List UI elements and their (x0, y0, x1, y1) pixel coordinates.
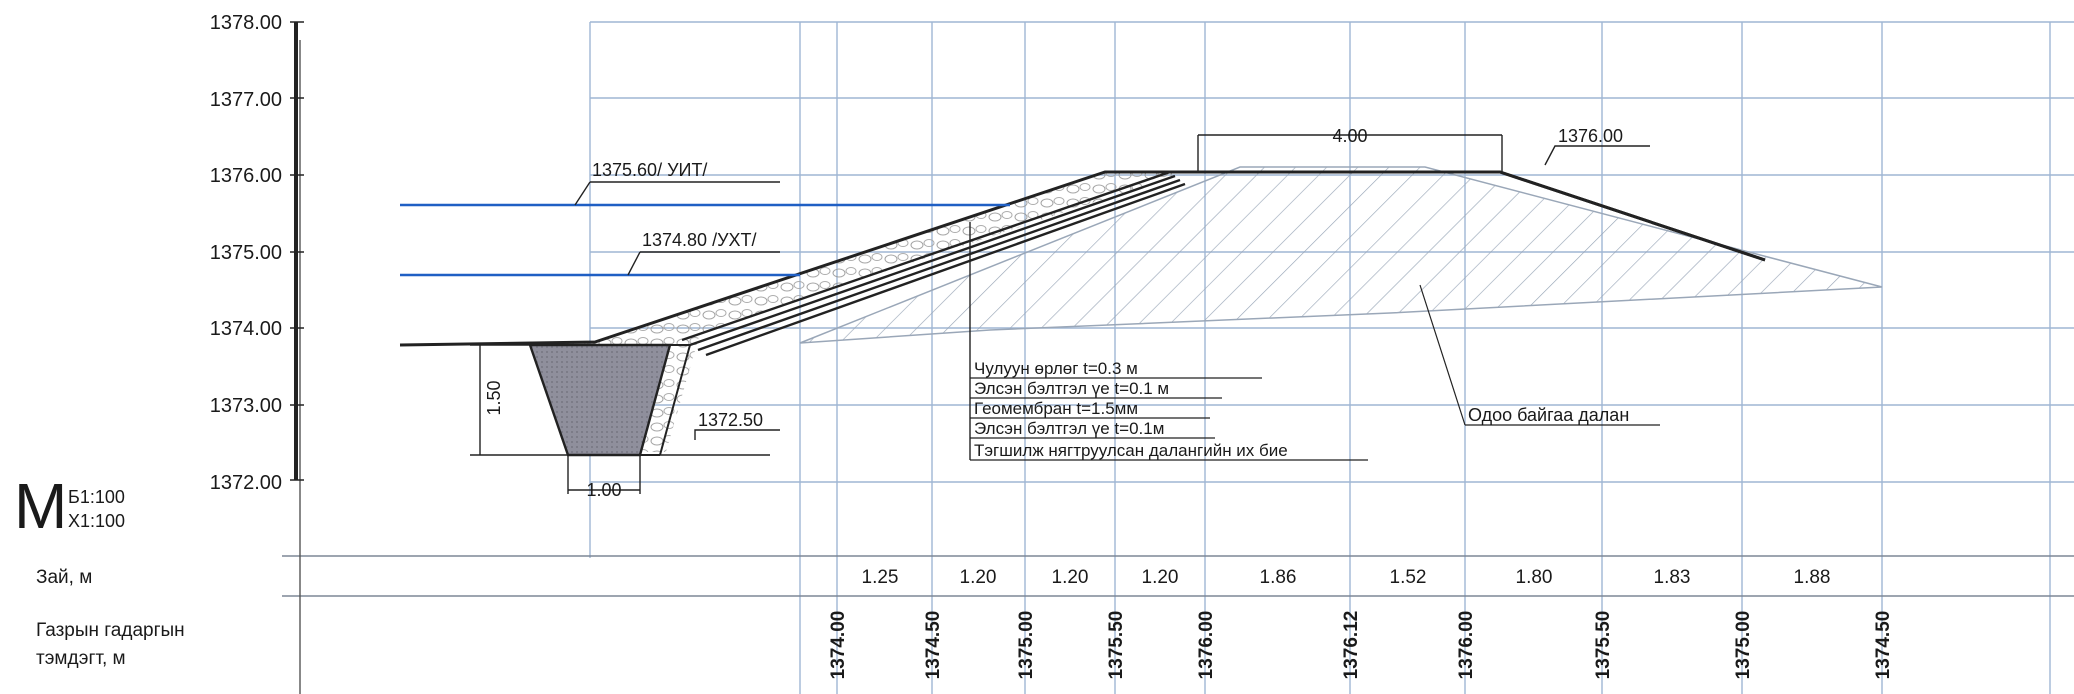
distance-value: 1.20 (1142, 567, 1179, 588)
distance-row-label: Зай, м (36, 567, 92, 588)
elev-label: 1374.00 (210, 318, 282, 340)
crest-elevation-label: 1376.00 (1558, 126, 1623, 146)
ground-elevation-value: 1374.50 (923, 611, 944, 680)
layer-callout: Чулуун өрлөг t=0.3 м Элсэн бэлтгэл үе t=… (969, 222, 1368, 461)
existing-dam (799, 166, 1883, 344)
low-water-label: 1374.80 /УХТ/ (642, 230, 757, 250)
ground-row-label-2: тэмдэгт, м (36, 648, 126, 669)
distance-value: 1.86 (1260, 567, 1297, 588)
layer-label: Элсэн бэлтгэл үе t=0.1 м (974, 379, 1169, 398)
scale-horizontal: Б1:100 (68, 487, 125, 507)
ground-elevation-value: 1376.00 (1456, 611, 1477, 680)
ground-elevation-value: 1375.50 (1106, 611, 1127, 680)
layer-label: Геомембран t=1.5мм (974, 399, 1138, 418)
ground-elevation-value: 1375.50 (1593, 611, 1614, 680)
high-water-label: 1375.60/ УИТ/ (592, 160, 707, 180)
water-levels: 1375.60/ УИТ/ 1374.80 /УХТ/ (400, 160, 1010, 277)
ditch-width-label: 1.00 (586, 480, 621, 500)
ground-elevation-value: 1375.00 (1016, 611, 1037, 680)
ground-elevation-value: 1374.00 (828, 611, 849, 680)
dimensions: 4.00 1376.00 1.50 1372.50 1.00 (470, 126, 1650, 500)
embankment (399, 170, 1766, 452)
elev-label: 1373.00 (210, 395, 282, 417)
elev-label: 1377.00 (210, 89, 282, 111)
ditch-bottom-label: 1372.50 (698, 410, 763, 430)
distance-value: 1.20 (1052, 567, 1089, 588)
existing-dam-callout: Одоо байгаа далан (1419, 284, 1660, 426)
elev-label: 1375.00 (210, 242, 282, 264)
layer-label: Элсэн бэлтгэл үе t=0.1м (974, 419, 1164, 438)
elev-label: 1378.00 (210, 12, 282, 34)
existing-dam-label: Одоо байгаа далан (1468, 405, 1629, 425)
scale-note: M Б1:100 Х1:100 (14, 470, 125, 542)
distance-value: 1.83 (1654, 567, 1691, 588)
ground-elevation-value: 1374.50 (1873, 611, 1894, 680)
ground-elevation-value: 1376.12 (1341, 611, 1362, 680)
elevation-axis: 1378.00 1377.00 1376.00 1375.00 1374.00 … (210, 12, 304, 494)
distance-value: 1.20 (960, 567, 997, 588)
crest-width-label: 4.00 (1332, 126, 1367, 146)
ground-elevation-value: 1376.00 (1196, 611, 1217, 680)
grid (589, 21, 2074, 694)
ground-row-label: Газрын гадаргын (36, 620, 185, 641)
profile-table (282, 40, 2074, 694)
distance-value: 1.52 (1390, 567, 1427, 588)
ground-elevation-values: 1374.00 1374.50 1375.00 1375.50 1376.00 … (828, 611, 1894, 680)
elev-label: 1376.00 (210, 165, 282, 187)
distance-values: 1.25 1.20 1.20 1.20 1.86 1.52 1.80 1.83 … (862, 567, 1831, 588)
distance-value: 1.80 (1516, 567, 1553, 588)
layer-label: Тэгшилж нягтруулсан далангийн их бие (974, 441, 1288, 460)
distance-value: 1.25 (862, 567, 899, 588)
ground-elevation-value: 1375.00 (1733, 611, 1754, 680)
distance-value: 1.88 (1794, 567, 1831, 588)
layer-label: Чулуун өрлөг t=0.3 м (974, 359, 1138, 378)
ditch-depth-label: 1.50 (484, 380, 504, 415)
scale-vertical: Х1:100 (68, 511, 125, 531)
elev-label: 1372.00 (210, 472, 282, 494)
scale-letter: M (14, 470, 67, 542)
